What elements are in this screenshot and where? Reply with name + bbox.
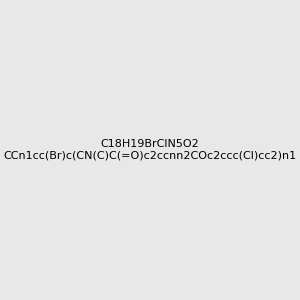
Text: C18H19BrClN5O2
CCn1cc(Br)c(CN(C)C(=O)c2ccnn2COc2ccc(Cl)cc2)n1: C18H19BrClN5O2 CCn1cc(Br)c(CN(C)C(=O)c2c… [3, 139, 297, 161]
